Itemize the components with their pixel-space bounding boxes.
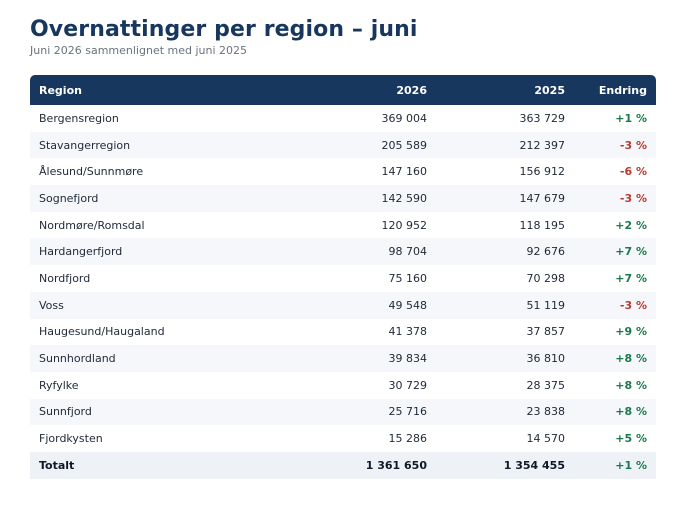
value-2025-cell: 118 195 — [436, 211, 574, 239]
region-cell: Fjordkysten — [30, 425, 290, 452]
table-row: Haugesund/Haugaland 41 378 37 857 +9 % — [30, 318, 656, 346]
value-2025-cell: 70 298 — [436, 265, 574, 292]
table-row: Hardangerfjord 98 704 92 676 +7 % — [30, 238, 656, 266]
change-cell: +9 % — [574, 318, 656, 346]
region-cell: Ålesund/Sunnmøre — [30, 158, 290, 186]
change-cell: -3 % — [574, 185, 656, 212]
value-2025-cell: 14 570 — [436, 425, 574, 452]
table-row: Fjordkysten 15 286 14 570 +5 % — [30, 425, 656, 452]
region-cell: Nordmøre/Romsdal — [30, 211, 290, 239]
region-cell: Sunnhordland — [30, 345, 290, 372]
total-change-cell: +1 % — [574, 451, 656, 479]
table-body: Bergensregion 369 004 363 729 +1 % Stava… — [30, 105, 656, 479]
value-2025-cell: 363 729 — [436, 105, 574, 132]
value-2025-cell: 147 679 — [436, 185, 574, 212]
table-row: Sunnhordland 39 834 36 810 +8 % — [30, 345, 656, 372]
total-2026-cell: 1 361 650 — [290, 451, 436, 479]
value-2025-cell: 36 810 — [436, 345, 574, 372]
change-cell: +8 % — [574, 398, 656, 426]
change-cell: +7 % — [574, 265, 656, 292]
page-title: Overnattinger per region – juni — [30, 17, 418, 42]
total-2025-cell: 1 354 455 — [436, 451, 574, 479]
region-cell: Haugesund/Haugaland — [30, 318, 290, 346]
column-header-change: Endring — [574, 75, 656, 105]
value-2025-cell: 212 397 — [436, 131, 574, 159]
value-2025-cell: 28 375 — [436, 371, 574, 399]
region-cell: Sognefjord — [30, 185, 290, 212]
value-2026-cell: 98 704 — [290, 238, 436, 266]
value-2025-cell: 23 838 — [436, 398, 574, 426]
change-cell: +8 % — [574, 371, 656, 399]
value-2026-cell: 39 834 — [290, 345, 436, 372]
region-cell: Stavangerregion — [30, 131, 290, 159]
table-row: Stavangerregion 205 589 212 397 -3 % — [30, 131, 656, 159]
value-2026-cell: 15 286 — [290, 425, 436, 452]
region-cell: Ryfylke — [30, 371, 290, 399]
value-2026-cell: 142 590 — [290, 185, 436, 212]
change-cell: +8 % — [574, 345, 656, 372]
table-row: Bergensregion 369 004 363 729 +1 % — [30, 105, 656, 132]
value-2026-cell: 75 160 — [290, 265, 436, 292]
value-2026-cell: 41 378 — [290, 318, 436, 346]
value-2026-cell: 25 716 — [290, 398, 436, 426]
table-row: Ålesund/Sunnmøre 147 160 156 912 -6 % — [30, 158, 656, 186]
value-2026-cell: 369 004 — [290, 105, 436, 132]
value-2026-cell: 205 589 — [290, 131, 436, 159]
change-cell: +7 % — [574, 238, 656, 266]
table-header-row: Region 2026 2025 Endring — [30, 75, 656, 105]
total-label-cell: Totalt — [30, 451, 290, 479]
value-2026-cell: 147 160 — [290, 158, 436, 186]
region-cell: Bergensregion — [30, 105, 290, 132]
value-2026-cell: 30 729 — [290, 371, 436, 399]
region-cell: Hardangerfjord — [30, 238, 290, 266]
table-row: Nordfjord 75 160 70 298 +7 % — [30, 265, 656, 292]
value-2025-cell: 92 676 — [436, 238, 574, 266]
total-row: Totalt 1 361 650 1 354 455 +1 % — [30, 451, 656, 479]
table-row: Ryfylke 30 729 28 375 +8 % — [30, 371, 656, 399]
table-row: Voss 49 548 51 119 -3 % — [30, 291, 656, 319]
value-2025-cell: 156 912 — [436, 158, 574, 186]
table-header: Region 2026 2025 Endring — [30, 75, 656, 105]
change-cell: -3 % — [574, 131, 656, 159]
value-2025-cell: 37 857 — [436, 318, 574, 346]
change-cell: -6 % — [574, 158, 656, 186]
region-cell: Nordfjord — [30, 265, 290, 292]
page-subtitle: Juni 2026 sammenlignet med juni 2025 — [30, 44, 248, 57]
change-cell: -3 % — [574, 291, 656, 319]
value-2025-cell: 51 119 — [436, 291, 574, 319]
change-cell: +2 % — [574, 211, 656, 239]
table-row: Sunnfjord 25 716 23 838 +8 % — [30, 398, 656, 426]
change-cell: +5 % — [574, 425, 656, 452]
change-cell: +1 % — [574, 105, 656, 132]
column-header-2025: 2025 — [436, 75, 574, 105]
value-2026-cell: 120 952 — [290, 211, 436, 239]
column-header-2026: 2026 — [290, 75, 436, 105]
table-row: Nordmøre/Romsdal 120 952 118 195 +2 % — [30, 211, 656, 239]
region-cell: Sunnfjord — [30, 398, 290, 426]
column-header-region: Region — [30, 75, 290, 105]
value-2026-cell: 49 548 — [290, 291, 436, 319]
region-cell: Voss — [30, 291, 290, 319]
region-overnight-table: Region 2026 2025 Endring Bergensregion 3… — [30, 75, 656, 479]
table-row: Sognefjord 142 590 147 679 -3 % — [30, 185, 656, 212]
